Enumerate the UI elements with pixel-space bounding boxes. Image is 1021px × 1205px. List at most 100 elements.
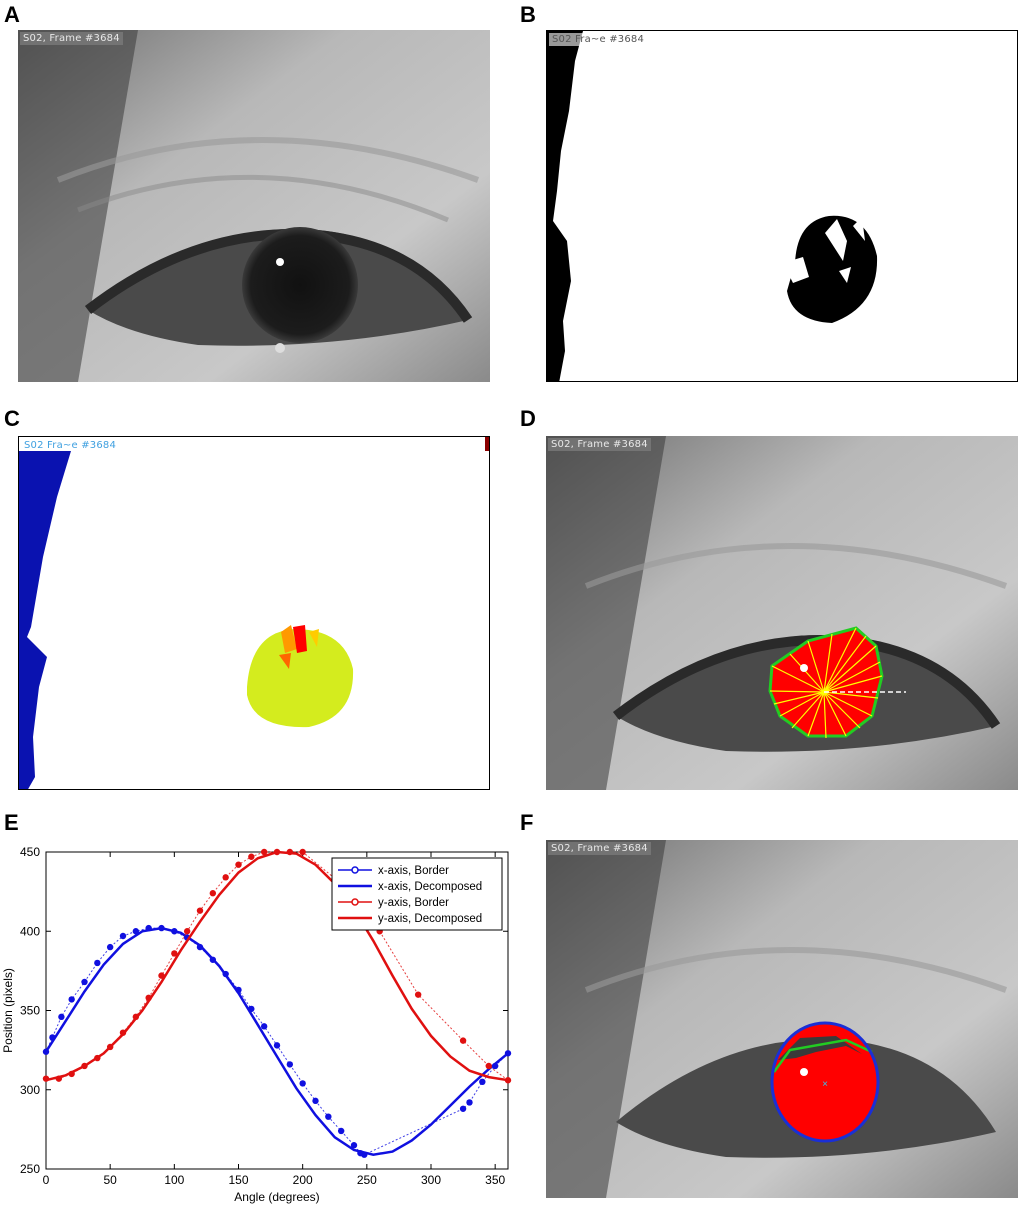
legend-label: x-axis, Decomposed (378, 881, 482, 893)
ray-line (807, 691, 825, 737)
panel-label-c: C (4, 406, 20, 431)
data-point (248, 853, 255, 860)
panel-label-b: B (520, 2, 536, 27)
data-point (222, 874, 229, 881)
frame-caption-b: S02 Fra~e #3684 (549, 33, 648, 46)
ray-line (823, 633, 833, 693)
y-tick-label: 350 (20, 1004, 40, 1018)
data-point (171, 950, 178, 957)
x-tick-label: 100 (164, 1173, 184, 1187)
hull-line (772, 1038, 873, 1073)
y-axis-label: Position (pixels) (1, 968, 15, 1053)
panel-label-e: E (4, 810, 19, 835)
ray-line (823, 691, 847, 737)
data-point (235, 861, 242, 868)
data-point (299, 848, 306, 856)
eye-photo-d (546, 436, 1018, 790)
ray-line (823, 691, 861, 729)
data-point (299, 1080, 306, 1087)
data-point (350, 1142, 358, 1149)
y-tick-label: 250 (20, 1162, 40, 1176)
y-tick-label: 450 (20, 845, 40, 859)
data-point (183, 928, 191, 935)
ray-line (823, 691, 879, 699)
x-tick-label: 350 (485, 1173, 505, 1187)
data-point (459, 1105, 467, 1112)
legend-label: y-axis, Decomposed (378, 913, 482, 925)
panel-label-f: F (520, 810, 534, 835)
center-marker: × (822, 1079, 828, 1090)
panel-d-hull-rays: S02, Frame #3684 (546, 436, 1018, 790)
ray-line (771, 665, 825, 693)
data-point (260, 1023, 268, 1030)
x-tick-label: 200 (293, 1173, 313, 1187)
ray-line (807, 640, 825, 693)
series-line (45, 850, 509, 1082)
panel-label-d: D (520, 406, 536, 431)
data-point (337, 1127, 345, 1135)
x-tick-label: 50 (103, 1173, 117, 1187)
series-line (44, 926, 509, 1156)
panel-b-binary-image: S02 Fra~e #3684 (546, 30, 1018, 382)
frame-caption-c: S02 Fra~e #3684 (24, 440, 117, 451)
data-point (94, 959, 101, 967)
component-map-c (19, 437, 489, 789)
data-point (504, 1077, 512, 1084)
ray-line (779, 691, 825, 717)
panel-a-eye-image: S02, Frame #3684 (18, 30, 490, 382)
data-point (325, 1113, 332, 1120)
border-position-chart: 0 50 100 150 200 250 300 350 250 300 350 400 450 Angl… (1, 845, 512, 1204)
y-tick-label: 400 (20, 924, 40, 938)
data-point (132, 928, 140, 935)
frame-caption-d: S02, Frame #3684 (548, 438, 651, 451)
legend-label: y-axis, Border (378, 897, 449, 909)
data-point (286, 1061, 294, 1068)
y-tick-label: 300 (20, 1083, 40, 1097)
data-point (414, 991, 422, 998)
panel-c-labeled-components: S02 Fra~e #3684 (18, 436, 490, 790)
data-point (68, 996, 75, 1003)
legend-label: x-axis, Border (378, 865, 449, 877)
radial-rays (769, 627, 883, 739)
panel-f-ellipse-fit: × S02, Frame #3684 (546, 840, 1018, 1198)
ray-line (769, 690, 825, 693)
data-point (459, 1037, 467, 1044)
ray-line (789, 653, 825, 693)
data-point (273, 1042, 281, 1049)
frame-caption-f: S02, Frame #3684 (548, 842, 651, 855)
ray-line (823, 661, 881, 693)
ray-line (823, 675, 883, 693)
data-point (58, 1013, 65, 1021)
data-point (312, 1097, 319, 1105)
data-point (485, 1062, 492, 1070)
data-point (81, 978, 88, 986)
panel-label-a: A (4, 2, 20, 27)
data-point (260, 848, 268, 856)
fitted-ellipse (770, 1021, 880, 1143)
ray-line (791, 691, 825, 729)
x-axis-label: Angle (degrees) (234, 1190, 319, 1204)
data-point (196, 907, 204, 914)
ray-line (823, 691, 873, 717)
x-tick-label: 150 (228, 1173, 248, 1187)
legend-marker (351, 898, 359, 906)
panel-e-chart: 0 50 100 150 200 250 300 350 250 300 350 400 450 Angl… (0, 836, 520, 1205)
x-tick-label: 0 (43, 1173, 50, 1187)
x-tick-label: 250 (357, 1173, 377, 1187)
x-tick-label: 300 (421, 1173, 441, 1187)
data-point (209, 890, 217, 897)
ray-line (773, 691, 825, 705)
ray-line (823, 691, 827, 739)
eye-photo-f: × (546, 840, 1018, 1198)
ray-line (823, 635, 867, 693)
data-point (466, 1099, 473, 1106)
eye-photo-a (18, 30, 490, 382)
legend-marker (351, 866, 359, 874)
data-point (106, 943, 114, 951)
ray-line (823, 645, 877, 693)
ray-line (823, 627, 857, 693)
frame-caption-a: S02, Frame #3684 (20, 32, 123, 45)
binary-mask-b (547, 31, 878, 381)
data-point (119, 932, 127, 940)
data-point (479, 1078, 486, 1086)
